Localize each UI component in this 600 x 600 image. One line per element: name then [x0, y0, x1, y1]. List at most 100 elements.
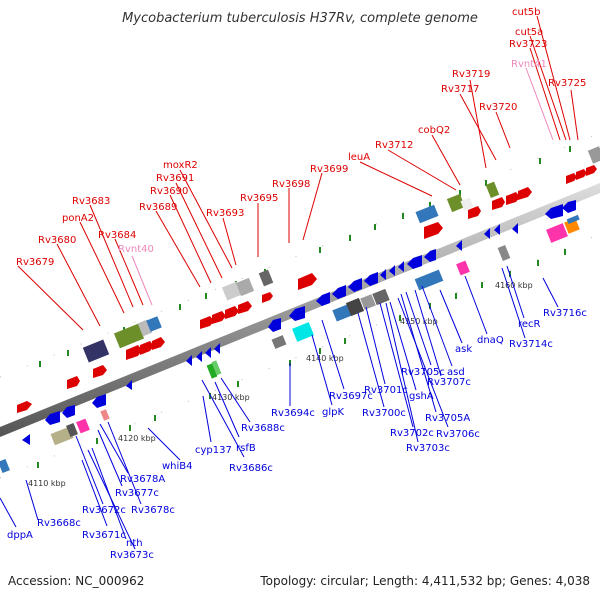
gene-label-Rv3691: Rv3691	[156, 173, 194, 184]
gene-label-Rv3680: Rv3680	[38, 235, 76, 246]
gene-forward[interactable]	[17, 401, 32, 413]
gene-reverse[interactable]	[380, 269, 386, 280]
gene-reverse[interactable]	[545, 204, 563, 219]
gene-forward[interactable]	[238, 301, 252, 314]
reverse-feature-blocks	[0, 214, 580, 474]
gene-label-Rv3703c: Rv3703c	[406, 443, 450, 454]
gene-reverse[interactable]	[456, 240, 462, 251]
gene-reverse[interactable]	[214, 343, 220, 354]
gene-reverse[interactable]	[45, 411, 60, 425]
accession-text: Accession: NC_000962	[8, 574, 145, 588]
gene-forward[interactable]	[212, 311, 226, 324]
gene-label-Rv3677c: Rv3677c	[115, 488, 159, 499]
gene-label-leuA: leuA	[348, 152, 370, 163]
gene-label-Rv3712: Rv3712	[375, 140, 413, 151]
gene-forward[interactable]	[126, 345, 142, 360]
gene-label-Rv3725: Rv3725	[548, 78, 586, 89]
gene-label-gshA: gshA	[409, 391, 434, 402]
gene-forward[interactable]	[93, 365, 107, 378]
gene-reverse[interactable]	[512, 223, 518, 234]
gene-forward[interactable]	[492, 197, 505, 210]
gene-reverse[interactable]	[407, 255, 422, 269]
gene-reverse[interactable]	[562, 200, 576, 213]
gene-label-dppA: dppA	[7, 530, 33, 541]
gene-forward[interactable]	[152, 337, 165, 350]
gene-reverse[interactable]	[424, 249, 436, 262]
gene-reverse[interactable]	[494, 224, 500, 235]
gene-forward[interactable]	[586, 165, 597, 176]
position-label-4110: 4110 kbp	[28, 479, 66, 488]
gene-forward[interactable]	[468, 206, 481, 219]
gene-forward[interactable]	[140, 341, 154, 355]
gene-label-Rv3684: Rv3684	[98, 230, 136, 241]
gene-label-Rvnt41: Rvnt41	[511, 59, 547, 70]
gene-label-Rv3701c: Rv3701c	[364, 385, 408, 396]
gene-label-Rv3694c: Rv3694c	[271, 408, 315, 419]
gene-label-glpK: glpK	[322, 407, 344, 418]
gene-label-Rv3668c: Rv3668c	[37, 518, 81, 529]
gene-label-Rv3679: Rv3679	[16, 257, 54, 268]
gene-reverse[interactable]	[205, 347, 211, 358]
gene-label-Rv3683: Rv3683	[72, 196, 110, 207]
gene-label-dnaQ: dnaQ	[477, 335, 504, 346]
gene-reverse[interactable]	[398, 261, 404, 272]
gene-label-Rv3678c: Rv3678c	[131, 505, 175, 516]
gene-reverse[interactable]	[289, 306, 305, 321]
gene-label-ponA2: ponA2	[62, 213, 94, 224]
reverse-genes[interactable]	[22, 200, 576, 445]
gene-reverse[interactable]	[186, 355, 192, 366]
gene-label-Rv3705c: Rv3705c	[401, 367, 445, 378]
gene-label-whiB4: whiB4	[162, 461, 193, 472]
gene-reverse[interactable]	[62, 405, 75, 418]
gene-reverse[interactable]	[484, 228, 490, 239]
position-label-4150: 4150 kbp	[400, 317, 438, 326]
gene-reverse[interactable]	[196, 351, 202, 362]
gene-reverse[interactable]	[92, 394, 106, 408]
gene-label-Rv3688c: Rv3688c	[241, 423, 285, 434]
gene-reverse[interactable]	[389, 265, 395, 276]
gene-forward[interactable]	[298, 273, 317, 290]
gene-forward[interactable]	[424, 222, 443, 239]
top-gene-labels: cut5b cut5a Rv3723 Rvnt41 Rv3725 Rv3719 …	[16, 7, 586, 268]
forward-feature-blocks	[82, 146, 600, 363]
gene-label-Rv3697c: Rv3697c	[329, 391, 373, 402]
gene-reverse[interactable]	[22, 434, 30, 445]
gene-label-Rv3705A: Rv3705A	[425, 413, 470, 424]
position-label-4130: 4130 kbp	[212, 393, 250, 402]
gene-label-Rv3678A: Rv3678A	[120, 474, 165, 485]
gene-label-Rv3698: Rv3698	[272, 179, 310, 190]
gene-label-cut5a: cut5a	[515, 27, 543, 38]
gene-reverse[interactable]	[332, 285, 346, 299]
gene-forward[interactable]	[518, 187, 532, 200]
gene-label-cut5b: cut5b	[512, 7, 540, 18]
gene-forward[interactable]	[200, 316, 214, 329]
forward-genes[interactable]	[17, 165, 597, 413]
gene-reverse[interactable]	[316, 292, 330, 306]
gene-forward[interactable]	[576, 169, 587, 180]
top-leader-lines	[17, 15, 579, 331]
gene-label-recR: recR	[518, 319, 541, 330]
gene-reverse[interactable]	[364, 272, 378, 286]
gene-label-Rv3673c: Rv3673c	[110, 550, 154, 561]
gene-label-Rv3700c: Rv3700c	[362, 408, 406, 419]
gene-forward[interactable]	[67, 376, 80, 389]
gene-forward[interactable]	[506, 192, 520, 205]
gene-forward[interactable]	[225, 306, 239, 319]
gene-reverse[interactable]	[268, 318, 281, 332]
gene-label-Rv3716c: Rv3716c	[543, 308, 587, 319]
gene-label-Rvnt40: Rvnt40	[118, 244, 154, 255]
gene-label-Rv3689: Rv3689	[139, 202, 177, 213]
gene-label-nth: nth	[126, 538, 143, 549]
gene-label-moxR2: moxR2	[163, 160, 198, 171]
gene-label-Rv3702c: Rv3702c	[390, 428, 434, 439]
gene-label-Rv3714c: Rv3714c	[509, 339, 553, 350]
gene-forward[interactable]	[262, 292, 273, 303]
gene-label-Rv3672c: Rv3672c	[82, 505, 126, 516]
gene-label-Rv3693: Rv3693	[206, 208, 244, 219]
rna-leader-lines	[131, 67, 554, 306]
gene-label-cobQ2: cobQ2	[418, 125, 450, 136]
gene-reverse[interactable]	[126, 380, 132, 390]
gene-forward[interactable]	[566, 173, 577, 184]
gene-reverse[interactable]	[348, 278, 362, 292]
